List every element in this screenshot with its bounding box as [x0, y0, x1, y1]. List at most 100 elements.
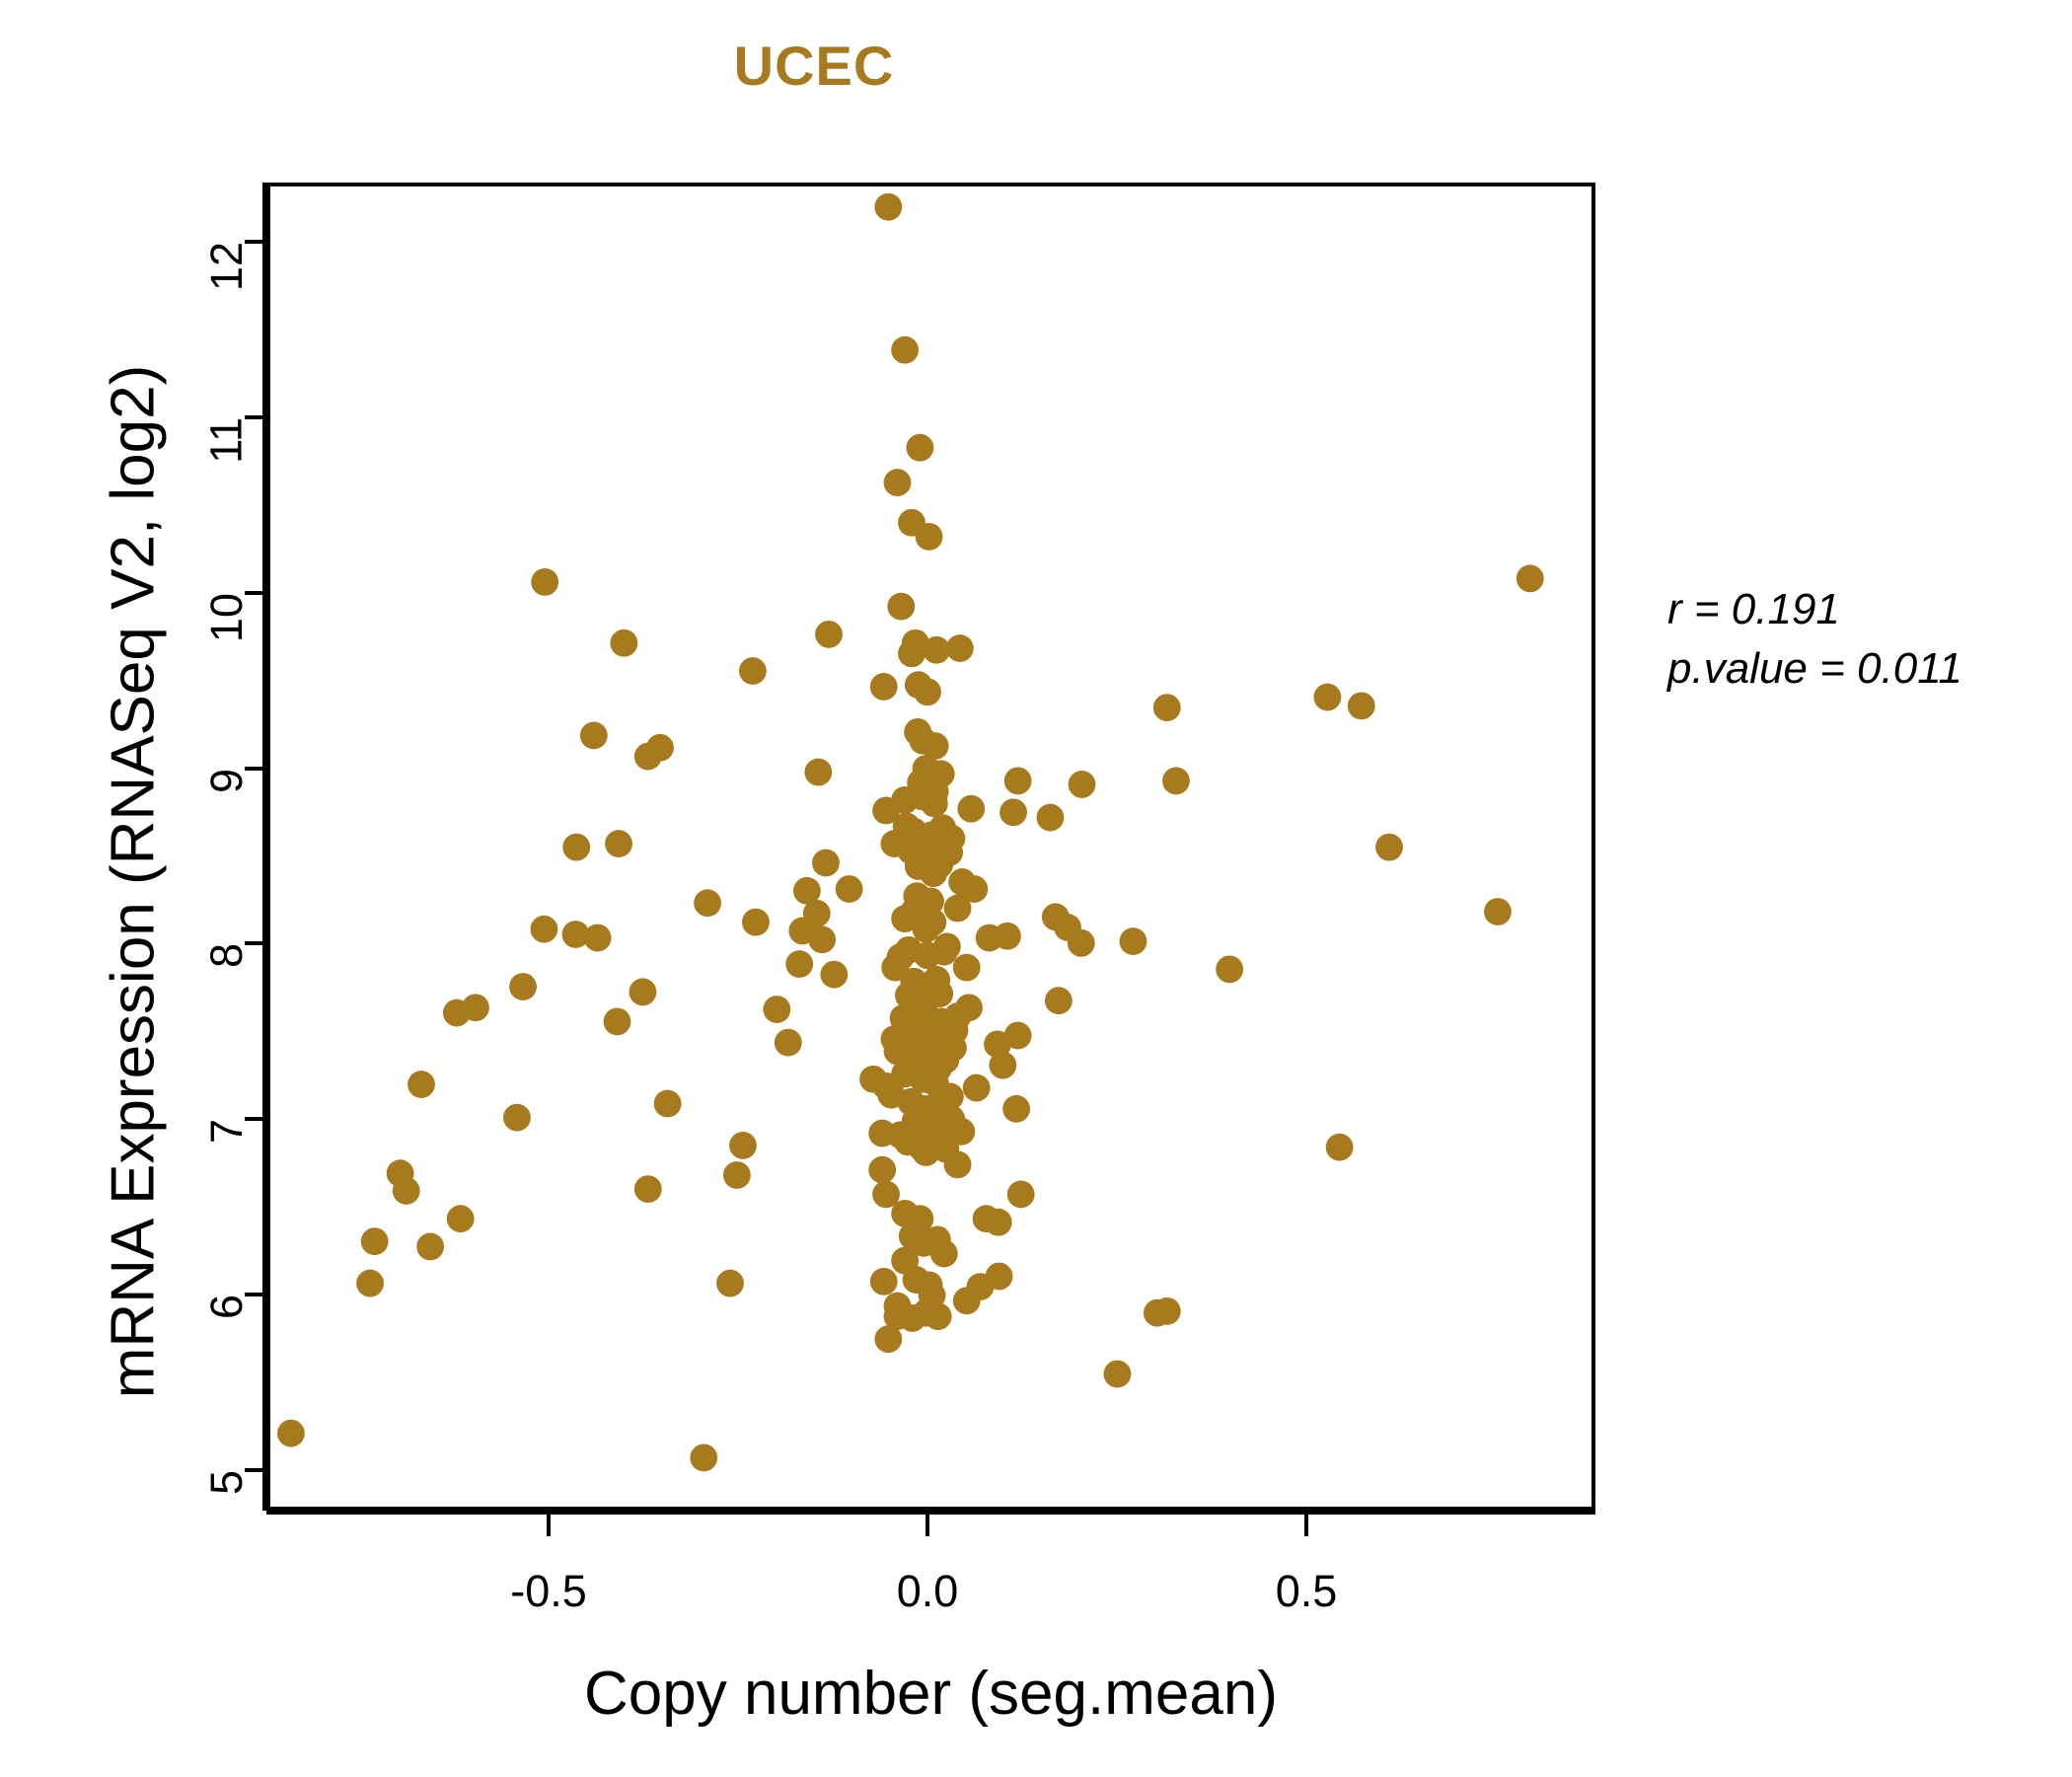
y-tick-label: 5 — [201, 1470, 252, 1496]
data-point — [906, 1100, 934, 1129]
data-point — [792, 876, 821, 905]
data-point — [943, 1150, 972, 1179]
data-point — [1003, 767, 1032, 795]
data-point — [910, 996, 938, 1023]
data-point — [952, 1287, 981, 1315]
data-point — [633, 742, 662, 771]
data-point — [937, 824, 966, 852]
data-point — [869, 1267, 898, 1296]
data-point — [653, 1089, 682, 1118]
data-point — [633, 1175, 662, 1204]
data-point — [924, 1055, 952, 1083]
data-point — [1375, 833, 1403, 861]
data-point — [868, 1155, 897, 1184]
y-tick-label: 6 — [201, 1295, 252, 1320]
y-tick-mark — [245, 941, 266, 946]
y-axis: mRNA Expression (RNASeq V2, log2) 12 11 10… — [0, 0, 266, 1776]
data-point — [742, 908, 770, 936]
data-point — [583, 924, 612, 952]
y-tick-mark — [245, 590, 266, 595]
data-point — [1068, 771, 1096, 798]
data-point — [1006, 1180, 1035, 1209]
y-tick-mark — [245, 1293, 266, 1297]
data-point — [943, 1002, 972, 1031]
x-tick-mark — [1304, 1511, 1308, 1536]
y-tick-mark — [245, 1468, 266, 1472]
data-point — [943, 894, 972, 923]
data-point — [1516, 564, 1544, 593]
x-tick-label: -0.5 — [510, 1566, 587, 1616]
data-point — [923, 635, 951, 664]
data-point — [883, 469, 912, 497]
data-point — [1347, 692, 1375, 720]
page-title: UCEC — [733, 35, 895, 97]
y-tick-label: 11 — [201, 416, 252, 464]
x-axis: Copy number (seg.mean) -0.5 0.0 0.5 — [0, 1511, 2072, 1777]
data-point — [360, 1227, 389, 1256]
data-point — [900, 1051, 928, 1079]
data-point — [1002, 1094, 1031, 1123]
data-point — [925, 851, 954, 879]
data-point — [918, 1282, 946, 1309]
data-point — [774, 1028, 802, 1057]
data-point — [416, 1232, 445, 1261]
data-point — [820, 960, 849, 989]
data-point — [891, 1246, 920, 1275]
data-point — [407, 1071, 435, 1098]
data-point — [985, 1262, 1013, 1291]
data-point — [276, 1419, 305, 1447]
data-point — [880, 830, 909, 857]
data-point — [984, 1208, 1012, 1236]
data-point — [886, 943, 915, 971]
data-point — [886, 1121, 915, 1149]
data-point — [530, 915, 558, 943]
y-tick-label: 7 — [201, 1119, 252, 1145]
data-point — [877, 1080, 906, 1109]
y-axis-line — [262, 183, 266, 1511]
y-axis-label: mRNA Expression (RNASeq V2, log2) — [99, 364, 168, 1399]
data-point — [610, 629, 638, 657]
data-point — [716, 1269, 744, 1297]
data-point — [729, 1132, 757, 1159]
data-point — [921, 732, 949, 760]
data-point — [804, 758, 833, 786]
data-point — [446, 1205, 475, 1233]
x-tick-label: 0.0 — [896, 1566, 959, 1616]
data-point — [694, 889, 722, 918]
x-axis-label: Copy number (seg.mean) — [584, 1660, 1278, 1728]
data-point — [936, 1082, 964, 1111]
data-point — [605, 830, 632, 857]
data-point — [808, 926, 837, 954]
x-tick-label: 0.5 — [1275, 1566, 1338, 1616]
data-point — [939, 1034, 967, 1062]
data-point — [603, 1007, 631, 1036]
stats-annotation: r = 0.191 p.value = 0.011 — [1667, 580, 1962, 699]
x-tick-mark — [925, 1511, 929, 1536]
data-point — [690, 1444, 718, 1472]
data-point — [1313, 683, 1342, 711]
data-point — [915, 522, 943, 551]
data-point — [912, 915, 940, 943]
data-point — [1162, 767, 1190, 795]
data-point — [887, 592, 916, 621]
data-point — [1216, 955, 1244, 984]
y-tick-mark — [245, 766, 266, 771]
data-point — [562, 833, 591, 861]
data-point — [883, 1292, 912, 1320]
data-point — [1036, 803, 1065, 832]
data-point — [1325, 1133, 1354, 1161]
data-point — [579, 721, 608, 750]
data-point — [835, 875, 863, 903]
data-point — [785, 950, 814, 978]
x-axis-line — [266, 1511, 1595, 1515]
data-points-layer — [276, 192, 1544, 1472]
y-tick-mark — [245, 240, 266, 244]
data-point — [812, 849, 840, 877]
data-point — [932, 932, 961, 961]
data-point — [924, 1302, 952, 1331]
y-tick-label: 9 — [201, 768, 252, 793]
data-point — [392, 1176, 420, 1205]
data-point — [929, 1239, 958, 1268]
data-point — [957, 794, 986, 823]
